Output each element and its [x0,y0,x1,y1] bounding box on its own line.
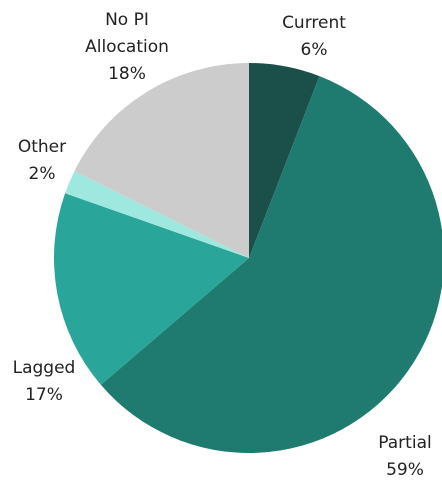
slice-label: Partial 59% [360,430,442,482]
pie-slice [249,63,320,258]
value-label: 18% [108,64,146,84]
slice-label: No PI Allocation 18% [72,7,182,88]
slice-label: Current 6% [254,10,374,64]
pie-slice [53,193,250,385]
slice-label: Other 2% [2,134,82,188]
category-label: No PI Allocation [85,10,169,57]
pie-slice [74,63,249,258]
pie-slice [65,171,249,258]
category-label: Lagged [12,358,76,378]
value-label: 59% [386,460,424,480]
category-label: Other [17,137,67,157]
category-label: Current [282,13,346,33]
slice-label: Lagged 17% [0,355,89,409]
value-label: 17% [25,385,63,405]
value-label: 6% [300,40,328,60]
pie-slice [100,76,442,453]
category-label: Partial [378,433,432,453]
value-label: 2% [28,164,56,184]
